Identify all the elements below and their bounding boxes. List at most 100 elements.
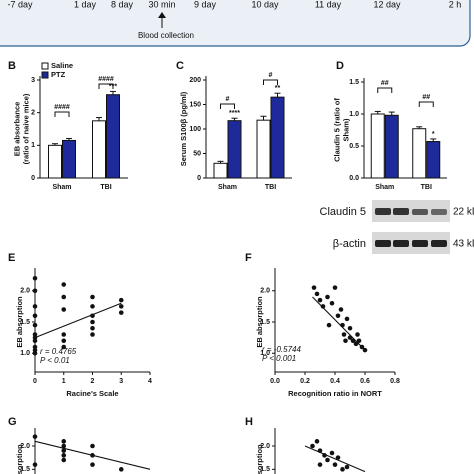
point (32, 462, 38, 467)
band (412, 240, 428, 247)
band (431, 209, 447, 215)
point (61, 344, 67, 350)
timeline-label: 8 day (111, 0, 134, 9)
bar (384, 114, 399, 179)
size-label: 43 kDa (453, 239, 474, 250)
x-tick-label: 0.2 (300, 378, 310, 385)
stat-label: r = -0.5744 (262, 345, 301, 354)
x-tick-label: 2 (91, 378, 95, 385)
point (32, 313, 38, 319)
point (325, 457, 330, 463)
panel-letter: D (336, 60, 344, 72)
timeline-label: -7 day (7, 0, 33, 9)
legend-swatch (41, 62, 49, 70)
point (340, 467, 345, 472)
point (118, 310, 124, 315)
bar (370, 113, 385, 179)
significance: #### (54, 104, 70, 111)
y-tick-label: 1.0 (349, 111, 359, 118)
y-tick-label: 1.0 (260, 350, 270, 357)
x-tick-label: 3 (119, 378, 123, 385)
y-axis-label: EB absorbance (12, 102, 21, 157)
stat-label: r = 0.4765 (40, 347, 77, 356)
y-tick-label: 1.0 (20, 350, 30, 357)
point (61, 282, 67, 287)
point (332, 462, 338, 467)
timeline-label: 2 h (449, 0, 462, 9)
x-tick-label: 0.8 (390, 378, 400, 385)
panel: D Claudin 5 (ratio of Sham) 0.0 0.5 1.0 1.5 Sha… (332, 60, 447, 191)
x-tick-label: 0.4 (330, 378, 340, 385)
legend-label: Saline (51, 61, 73, 70)
blot-strip (372, 232, 450, 254)
x-tick-label: 0.0 (270, 378, 280, 385)
point (32, 322, 38, 328)
y-tick-label: 0.0 (349, 175, 359, 182)
y-tick-label: 3 (31, 77, 35, 84)
point (90, 325, 95, 331)
point (61, 338, 67, 344)
bracket (377, 87, 393, 93)
point (311, 285, 317, 290)
y-tick-label: 2.0 (260, 443, 270, 450)
bracket (263, 79, 278, 85)
y-tick-label: 0 (197, 175, 201, 182)
x-axis-label: Recognition ratio in NORT (288, 389, 382, 398)
timeline-label: 1 day (74, 0, 97, 9)
point (61, 443, 67, 449)
y-tick-label: 100 (189, 126, 201, 133)
panel-letter: B (8, 60, 16, 72)
point (90, 319, 95, 325)
significance: *** (109, 83, 117, 90)
bar (62, 139, 76, 179)
point (338, 307, 344, 312)
point (61, 294, 67, 300)
bar (426, 141, 441, 179)
point (90, 443, 95, 449)
y-tick-label: 2.0 (260, 288, 270, 295)
x-tick-label: 0 (33, 378, 37, 385)
size-label: 22 kDa (453, 207, 474, 218)
bracket (418, 101, 434, 107)
x-tick-label: TBI (100, 184, 111, 191)
x-tick-label: TBI (265, 184, 276, 191)
y-tick-label: 150 (189, 101, 201, 108)
band (431, 240, 447, 247)
bar (270, 96, 285, 179)
point (90, 462, 95, 467)
point (355, 332, 360, 337)
y-axis-label: Serum S100β (pg/ml) (179, 91, 188, 166)
point (61, 457, 67, 463)
timeline-label: 10 day (251, 0, 279, 9)
point (335, 455, 341, 460)
stat-label: P < 0.01 (40, 356, 70, 365)
bar (412, 128, 427, 179)
y-tick-label: 1.5 (349, 79, 359, 86)
point (61, 439, 67, 444)
y-axis-label: EB absorption (15, 444, 24, 474)
point (329, 300, 335, 306)
x-tick-label: Sham (218, 184, 237, 191)
y-tick-label: 1.5 (260, 466, 270, 473)
x-tick-label: TBI (421, 184, 432, 191)
y-tick-label: 1.5 (20, 319, 30, 326)
band (375, 240, 391, 247)
point (326, 322, 332, 328)
fit-line (34, 302, 122, 339)
bracket (54, 111, 70, 117)
x-tick-label: 4 (148, 378, 152, 385)
point (32, 344, 38, 350)
event-label: Blood collection (138, 31, 194, 40)
fit-line (34, 440, 151, 470)
y-tick-label: 0 (31, 175, 35, 182)
significance: ## (422, 94, 430, 101)
panel: F EB absorption 1.0 1.5 2.0 0.0 0.2 0.4 0.6 0.8 Re… (245, 252, 400, 398)
y-tick-label: 200 (189, 77, 201, 84)
bar (48, 144, 62, 179)
point (343, 338, 348, 344)
y-tick-label: 50 (193, 150, 201, 157)
significance: #### (98, 76, 114, 83)
y-tick-label: 2 (31, 110, 35, 117)
point (335, 313, 341, 319)
